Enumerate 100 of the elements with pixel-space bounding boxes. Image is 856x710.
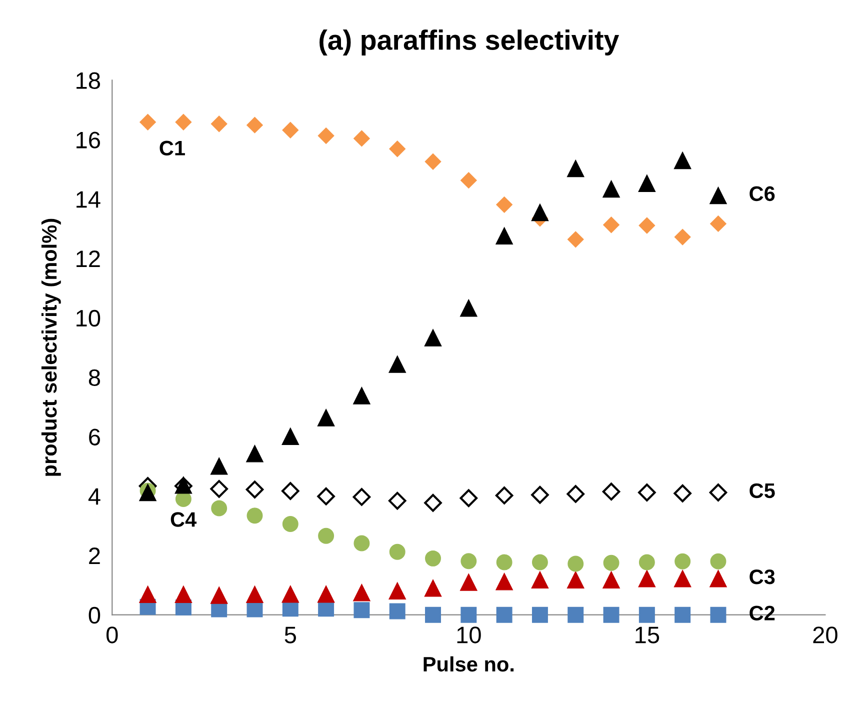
- x-tick-label: 10: [457, 626, 481, 644]
- point: [210, 480, 228, 498]
- point: [568, 556, 584, 572]
- series-label: C5: [750, 483, 775, 498]
- point: [710, 553, 726, 570]
- point: [603, 554, 620, 571]
- point: [603, 606, 620, 623]
- point: [354, 602, 370, 618]
- y-tick-label: 12: [76, 250, 100, 267]
- x-tick-label: 20: [813, 626, 838, 644]
- point: [638, 217, 656, 234]
- point: [638, 554, 655, 570]
- point: [567, 231, 584, 248]
- point: [566, 485, 585, 503]
- point: [674, 484, 692, 502]
- point: [318, 128, 334, 144]
- point: [709, 484, 728, 502]
- point: [710, 606, 726, 623]
- point: [210, 586, 228, 604]
- point: [460, 553, 477, 570]
- point: [710, 186, 727, 204]
- point: [638, 174, 656, 192]
- point: [388, 492, 406, 510]
- x-axis-title: Pulse no.: [424, 656, 514, 672]
- point: [566, 160, 584, 178]
- point: [460, 489, 478, 508]
- point: [674, 570, 692, 588]
- point: [424, 494, 442, 512]
- point: [353, 130, 370, 147]
- y-axis-title: product selectivity (mol%): [41, 218, 61, 476]
- point: [353, 584, 370, 602]
- y-tick-label: 16: [76, 132, 100, 148]
- point: [460, 172, 477, 189]
- point: [388, 582, 406, 600]
- point: [424, 579, 442, 597]
- series-label: C3: [750, 569, 775, 584]
- point: [495, 486, 514, 504]
- point: [460, 574, 478, 591]
- point: [496, 572, 513, 590]
- series-label: C1: [160, 140, 185, 156]
- point: [282, 428, 300, 446]
- series-label: C4: [170, 512, 197, 527]
- point: [674, 152, 692, 170]
- x-tick-label: 5: [284, 626, 296, 644]
- point: [602, 482, 620, 500]
- point: [211, 500, 228, 516]
- point: [317, 408, 335, 426]
- y-tick-label: 14: [76, 191, 100, 208]
- point: [246, 508, 263, 524]
- point: [496, 196, 513, 213]
- y-tick-label: 4: [88, 488, 100, 505]
- point: [246, 444, 264, 462]
- point: [531, 204, 549, 222]
- point: [425, 550, 441, 566]
- point: [281, 482, 300, 500]
- point: [638, 570, 656, 588]
- point: [460, 606, 477, 623]
- point: [353, 386, 370, 404]
- point: [389, 544, 406, 560]
- point: [246, 116, 263, 134]
- point: [603, 216, 620, 234]
- point: [531, 571, 549, 588]
- y-tick-label: 8: [88, 369, 100, 386]
- y-tick-label: 6: [89, 428, 100, 446]
- x-tick-label: 0: [106, 626, 118, 644]
- point: [496, 227, 513, 245]
- point: [246, 480, 264, 498]
- point: [602, 180, 620, 198]
- chart-title: (a) paraffins selectivity: [320, 30, 620, 56]
- point: [424, 329, 442, 346]
- point: [710, 215, 726, 232]
- point: [674, 606, 691, 623]
- point: [568, 606, 584, 623]
- point: [210, 116, 228, 132]
- point: [282, 122, 299, 138]
- point: [282, 516, 298, 532]
- point: [174, 586, 192, 604]
- point: [140, 114, 156, 130]
- point: [210, 457, 228, 475]
- point: [389, 603, 406, 620]
- x-tick-label: 15: [636, 626, 660, 644]
- point: [638, 484, 656, 502]
- point: [674, 553, 691, 570]
- y-tick-label: 18: [76, 72, 100, 90]
- series-label: C6: [750, 186, 775, 202]
- y-tick-label: 2: [89, 548, 100, 564]
- point: [710, 570, 727, 588]
- point: [674, 228, 691, 246]
- point: [460, 299, 478, 317]
- point: [425, 606, 441, 623]
- point: [139, 586, 156, 604]
- point: [282, 585, 300, 603]
- point: [318, 528, 334, 544]
- point: [317, 585, 335, 603]
- point: [532, 606, 548, 623]
- point: [424, 153, 442, 170]
- point: [354, 535, 370, 552]
- point: [388, 355, 406, 373]
- point: [496, 554, 512, 570]
- y-tick-label: 10: [76, 310, 100, 327]
